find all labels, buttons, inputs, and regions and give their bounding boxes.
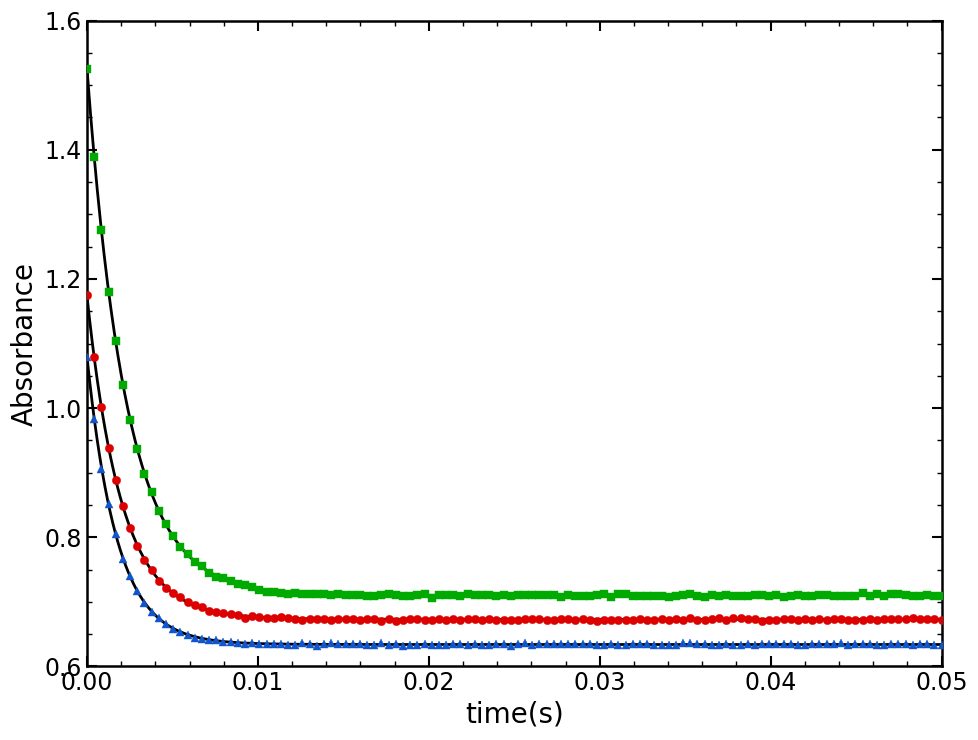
Y-axis label: Absorbance: Absorbance [11,261,39,425]
X-axis label: time(s): time(s) [465,701,563,729]
